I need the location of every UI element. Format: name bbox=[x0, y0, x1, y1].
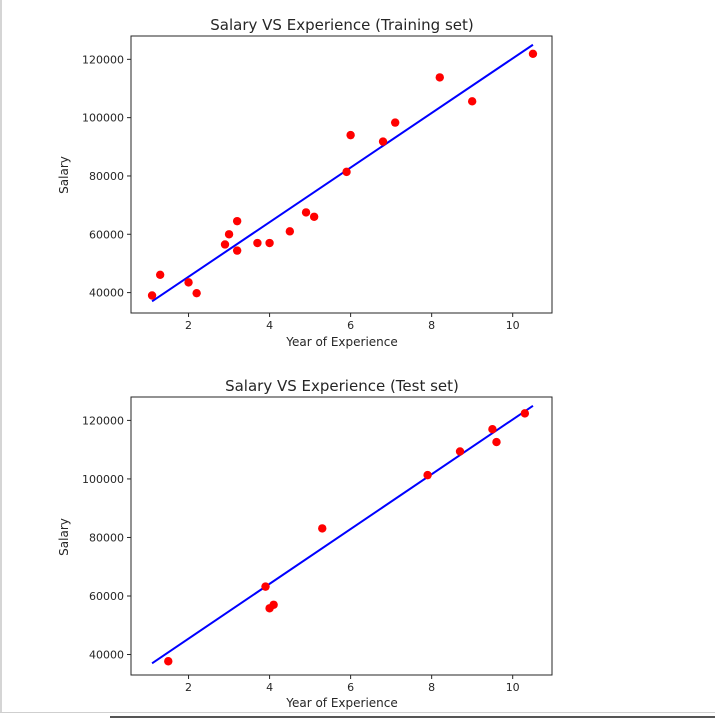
chart-title: Salary VS Experience (Training set) bbox=[210, 16, 473, 34]
data-point bbox=[390, 118, 400, 127]
plot-area-frame bbox=[130, 396, 553, 676]
x-tick-label: 8 bbox=[428, 319, 435, 332]
data-point bbox=[265, 238, 274, 248]
output-cell-bottom-border bbox=[0, 712, 715, 713]
output-cell-left-border bbox=[0, 0, 2, 712]
x-tick-label: 6 bbox=[347, 319, 354, 332]
data-point bbox=[164, 657, 173, 666]
x-tick-label: 8 bbox=[428, 681, 435, 694]
x-axis-label: Year of Experience bbox=[285, 696, 398, 710]
data-point bbox=[192, 288, 201, 298]
x-tick-label: 10 bbox=[506, 319, 520, 332]
data-point bbox=[147, 291, 157, 300]
data-point bbox=[301, 208, 311, 217]
y-tick-label: 40000 bbox=[89, 649, 124, 662]
data-point bbox=[318, 524, 327, 533]
x-tick-label: 4 bbox=[266, 319, 273, 332]
data-point bbox=[455, 447, 465, 456]
y-tick-label: 120000 bbox=[82, 414, 124, 427]
data-point bbox=[269, 600, 278, 609]
data-point bbox=[184, 278, 193, 287]
data-point bbox=[309, 212, 319, 221]
y-tick-label: 40000 bbox=[89, 287, 124, 300]
data-point bbox=[285, 227, 295, 236]
data-point bbox=[342, 167, 351, 177]
y-tick-label: 60000 bbox=[89, 228, 124, 241]
data-point bbox=[224, 230, 234, 239]
data-point bbox=[232, 246, 242, 255]
data-point bbox=[488, 424, 497, 434]
regression-line bbox=[151, 43, 534, 303]
data-point bbox=[261, 582, 270, 591]
data-point bbox=[520, 409, 530, 418]
data-point bbox=[155, 270, 165, 280]
training-set-chart: Salary VS Experience (Training set) Year… bbox=[57, 16, 553, 349]
x-axis-label: Year of Experience bbox=[285, 335, 398, 349]
x-tick-label: 2 bbox=[185, 681, 192, 694]
y-tick-label: 100000 bbox=[82, 112, 124, 125]
data-point bbox=[346, 130, 355, 140]
plot-area-frame bbox=[130, 35, 553, 314]
data-point bbox=[220, 240, 230, 249]
data-point bbox=[378, 137, 388, 146]
data-point bbox=[253, 238, 262, 248]
y-tick-label: 120000 bbox=[82, 53, 124, 66]
y-tick-label: 60000 bbox=[89, 590, 124, 603]
y-axis-label: Salary bbox=[57, 518, 71, 556]
data-point bbox=[423, 470, 432, 480]
x-tick-label: 4 bbox=[266, 681, 273, 694]
y-tick-label: 80000 bbox=[89, 170, 124, 183]
scrollbar-track[interactable] bbox=[110, 716, 715, 718]
data-point bbox=[232, 216, 242, 226]
y-tick-label: 100000 bbox=[82, 473, 124, 486]
y-axis-label: Salary bbox=[57, 156, 71, 194]
chart-title: Salary VS Experience (Test set) bbox=[225, 377, 459, 395]
data-point bbox=[528, 49, 538, 58]
y-tick-label: 80000 bbox=[89, 531, 124, 544]
x-tick-label: 2 bbox=[185, 319, 192, 332]
x-tick-label: 10 bbox=[506, 681, 520, 694]
data-point bbox=[492, 437, 501, 447]
data-point bbox=[435, 73, 444, 82]
test-set-chart: Salary VS Experience (Test set) Year of … bbox=[57, 377, 553, 710]
data-point bbox=[467, 97, 477, 106]
x-tick-label: 6 bbox=[347, 681, 354, 694]
regression-line bbox=[151, 404, 534, 665]
